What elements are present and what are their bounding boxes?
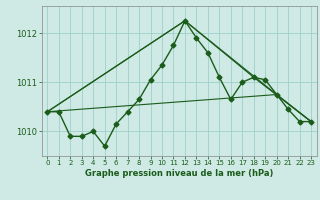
X-axis label: Graphe pression niveau de la mer (hPa): Graphe pression niveau de la mer (hPa) <box>85 169 273 178</box>
